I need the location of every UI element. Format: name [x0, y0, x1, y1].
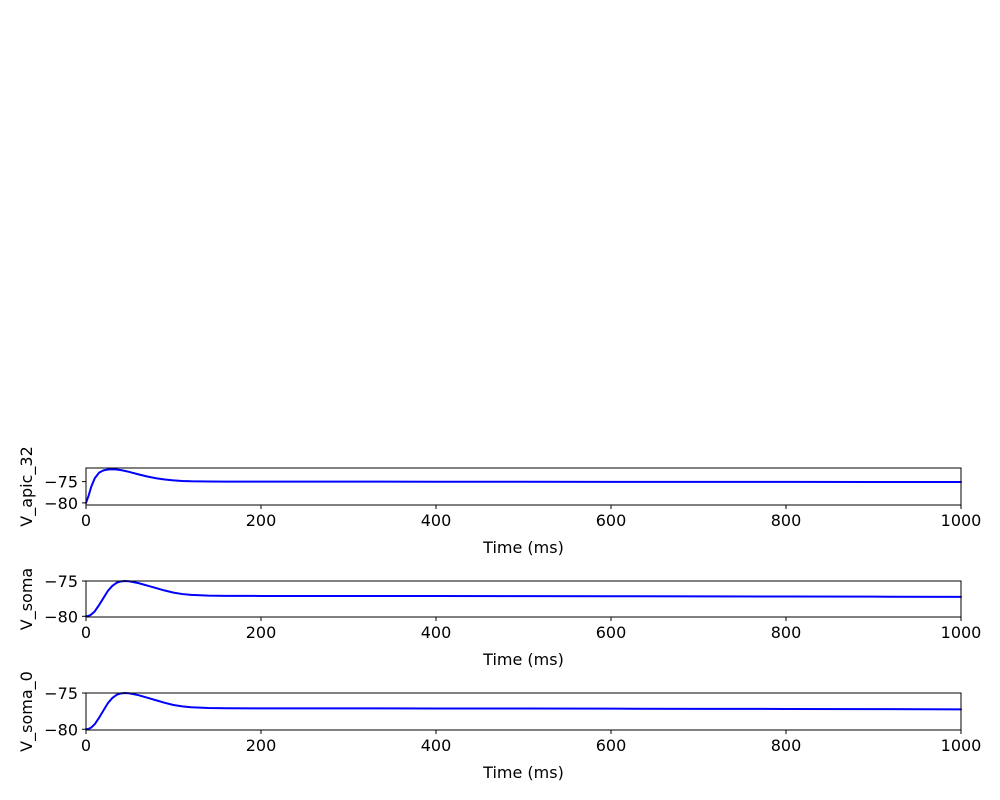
y-tick-label: −75	[44, 684, 78, 703]
x-tick-label: 400	[421, 736, 452, 755]
x-tick-label: 1000	[941, 511, 982, 530]
y-tick-label: −80	[44, 607, 78, 626]
x-tick-label: 600	[596, 511, 627, 530]
plot-frame-2	[85, 580, 962, 618]
series-line-2-1	[85, 580, 962, 618]
x-tick-label: 400	[421, 623, 452, 642]
x-tick-label: 400	[421, 511, 452, 530]
series-line-1-1	[85, 468, 962, 504]
x-tick-label: 0	[81, 736, 91, 755]
x-tick-label: 0	[81, 511, 91, 530]
x-tick-label: 800	[771, 736, 802, 755]
y-axis-label: V_soma	[17, 568, 37, 630]
x-tick-label: 0	[81, 623, 91, 642]
x-tick-label: 1000	[941, 736, 982, 755]
subplot-3: 0 200 400 600 800 1000 −80 −75 Time (ms) V_soma_0	[17, 671, 981, 782]
y-tick-label: −80	[44, 494, 78, 513]
subplot-1: 0 200 400 600 800 1000 −80 −75 Time (ms) V_apic_3…	[17, 446, 981, 557]
y-tick-label: −80	[44, 720, 78, 739]
subplot-2: 0 200 400 600 800 1000 −80 −75 Time (ms) V_soma	[17, 568, 981, 669]
x-tick-label: 600	[596, 736, 627, 755]
y-tick-label: −75	[44, 572, 78, 591]
x-axis-label: Time (ms)	[482, 538, 564, 557]
x-tick-label: 600	[596, 623, 627, 642]
y-axis-label: V_apic_32	[17, 446, 37, 527]
plot-frame-1	[85, 467, 962, 506]
x-tick-label: 200	[246, 623, 277, 642]
x-tick-label: 200	[246, 736, 277, 755]
x-axis-label: Time (ms)	[482, 650, 564, 669]
y-tick-label: −75	[44, 473, 78, 492]
x-axis-label: Time (ms)	[482, 763, 564, 782]
y-axis-label: V_soma_0	[17, 671, 37, 752]
x-tick-label: 800	[771, 623, 802, 642]
x-tick-label: 200	[246, 511, 277, 530]
plot-frame-3	[85, 692, 962, 731]
x-tick-label: 1000	[941, 623, 982, 642]
series-line-3-1	[85, 692, 962, 731]
x-tick-label: 800	[771, 511, 802, 530]
